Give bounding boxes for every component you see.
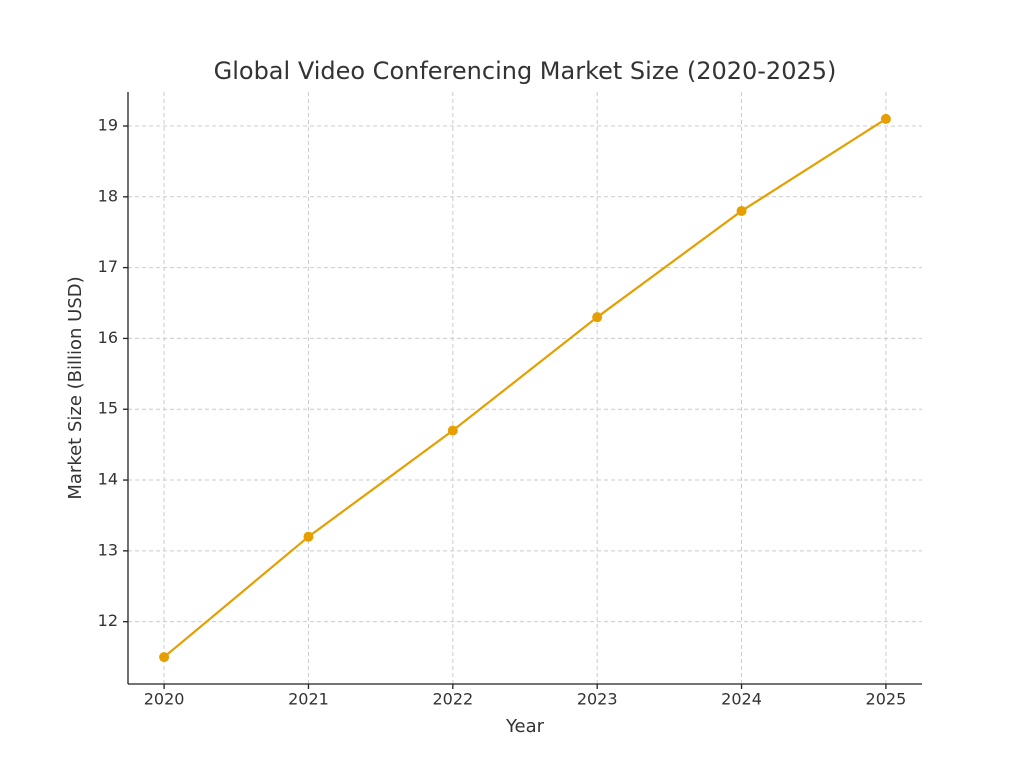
y-tick-label: 18	[98, 186, 118, 205]
y-tick-label: 17	[98, 257, 118, 276]
y-tick-label: 19	[98, 115, 118, 134]
x-tick-label: 2025	[866, 690, 907, 709]
x-tick-label: 2021	[288, 690, 329, 709]
y-tick-label: 15	[98, 399, 118, 418]
chart-title: Global Video Conferencing Market Size (2…	[214, 57, 837, 85]
x-tick-label: 2023	[577, 690, 618, 709]
y-axis-label: Market Size (Billion USD)	[65, 276, 86, 499]
data-point	[159, 652, 170, 663]
y-tick-label: 12	[98, 611, 118, 630]
data-line	[163, 117, 887, 658]
x-tick-label: 2020	[144, 690, 185, 709]
data-point	[303, 531, 314, 542]
y-tick-label: 13	[98, 540, 118, 559]
x-axis-label: Year	[505, 716, 545, 737]
y-tick-label: 16	[98, 328, 118, 347]
data-point	[447, 425, 458, 436]
data-point	[880, 113, 891, 124]
data-point	[592, 312, 603, 323]
data-point	[736, 205, 747, 216]
x-tick-label: 2024	[721, 690, 762, 709]
y-tick-label: 14	[98, 470, 118, 489]
x-tick-label: 2022	[432, 690, 473, 709]
